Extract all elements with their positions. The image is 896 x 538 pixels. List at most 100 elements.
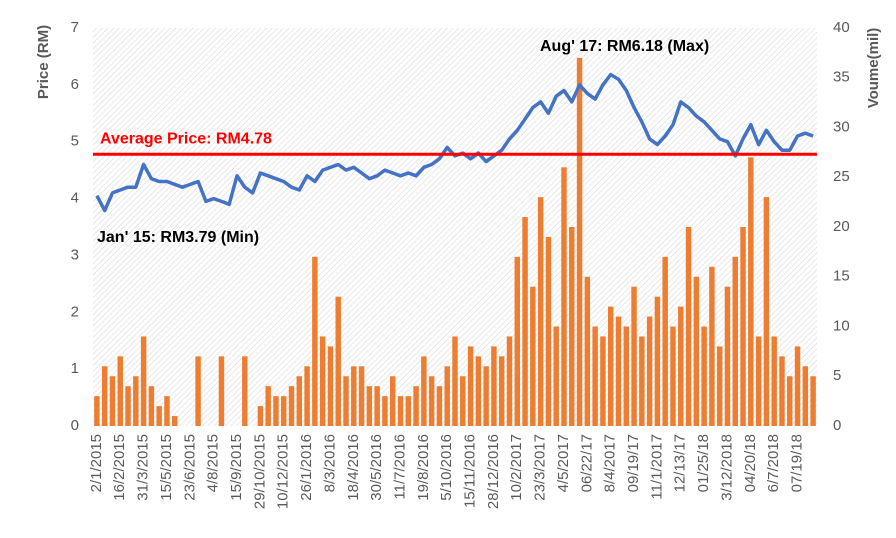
x-tick-label: 31/3/2015 — [135, 434, 152, 501]
y2-tick-label: 0 — [833, 417, 841, 434]
bar — [296, 376, 303, 426]
y-tick-label: 0 — [71, 417, 79, 434]
x-tick-label: 07/19/18 — [789, 434, 806, 492]
bar — [460, 376, 466, 426]
bar — [779, 356, 785, 426]
bar — [195, 356, 201, 426]
x-tick-label: 01/25/18 — [695, 434, 712, 492]
x-tick-label: 5/10/2016 — [438, 434, 455, 501]
bar — [421, 356, 427, 426]
bar — [576, 57, 583, 426]
x-tick-label: 6/7/2018 — [765, 434, 782, 492]
x-tick-label: 12/13/17 — [672, 434, 689, 492]
y2-axis-title: Voume(mil) — [865, 28, 882, 109]
bar — [491, 346, 497, 426]
x-tick-label: 11/1/2017 — [648, 434, 665, 500]
bar — [125, 386, 131, 426]
x-tick-label: 26/1/2016 — [298, 434, 315, 501]
bar — [351, 366, 357, 426]
bar — [732, 256, 738, 426]
bar — [366, 386, 373, 426]
bar — [584, 276, 591, 426]
x-tick-label: 15/11/2016 — [462, 434, 479, 508]
bar — [281, 396, 287, 426]
y2-tick-label: 5 — [833, 367, 841, 384]
y-tick-label: 3 — [71, 246, 79, 263]
bar — [452, 336, 458, 426]
bar — [748, 157, 754, 426]
bar — [802, 366, 809, 426]
y-tick-label: 2 — [71, 303, 79, 320]
x-tick-label: 23/6/2015 — [181, 434, 198, 501]
x-tick-label: 10/2/2017 — [508, 434, 525, 501]
x-tick-label: 18/4/2016 — [345, 434, 362, 501]
y2-tick-label: 15 — [833, 268, 850, 285]
bar — [257, 406, 264, 426]
x-tick-label: 4/8/2015 — [205, 434, 222, 492]
bar — [312, 256, 318, 426]
x-tick-label: 11/7/2016 — [391, 434, 408, 500]
bar — [109, 376, 116, 426]
average-label: Average Price: RM4.78 — [100, 130, 272, 147]
bar — [537, 197, 544, 426]
y2-tick-label: 20 — [833, 218, 850, 235]
bar — [498, 356, 505, 426]
bar — [600, 336, 606, 426]
bar — [701, 326, 707, 426]
bar — [343, 376, 349, 426]
bar — [716, 346, 723, 426]
bar — [654, 296, 661, 426]
x-tick-label: 19/8/2016 — [415, 434, 432, 501]
bar — [545, 236, 552, 426]
bar — [335, 296, 341, 426]
y2-tick-label: 35 — [833, 69, 850, 86]
y-tick-label: 1 — [71, 360, 79, 377]
bar — [304, 366, 310, 426]
bar — [467, 346, 474, 426]
bar — [389, 376, 396, 426]
y-tick-label: 5 — [71, 133, 79, 150]
bar — [685, 227, 692, 426]
bar — [374, 386, 380, 426]
bar — [413, 386, 419, 426]
bar — [117, 356, 123, 426]
y2-tick-label: 30 — [833, 118, 850, 135]
bar — [140, 336, 147, 426]
bar — [569, 227, 575, 426]
bar — [794, 346, 801, 426]
bar — [709, 266, 715, 426]
y2-tick-label: 10 — [833, 317, 850, 334]
bar — [506, 336, 513, 426]
price-line — [95, 72, 814, 213]
y-axis-title: Price (RM) — [35, 25, 52, 99]
y-tick-label: 4 — [71, 190, 79, 207]
bar — [724, 286, 731, 426]
bar — [133, 376, 139, 426]
bar — [810, 376, 816, 426]
bar — [771, 336, 777, 426]
x-tick-label: 3/12/2018 — [718, 434, 735, 501]
x-tick-label: 15/9/2015 — [228, 434, 245, 501]
bar — [405, 396, 412, 426]
y2-tick-label: 25 — [833, 168, 850, 185]
bar — [319, 336, 326, 426]
x-tick-label: 8/3/2016 — [321, 434, 338, 492]
bar — [631, 286, 637, 426]
bar — [475, 356, 482, 426]
bar — [678, 306, 684, 426]
bar — [428, 376, 435, 426]
bar — [358, 366, 365, 426]
x-tick-label: 16/2/2015 — [111, 434, 128, 501]
bar — [397, 396, 404, 426]
bar — [514, 256, 521, 426]
bar — [607, 306, 614, 426]
y2-tick-label: 40 — [833, 19, 850, 36]
bar — [101, 366, 108, 426]
bar — [561, 167, 567, 427]
x-tick-label: 09/19/17 — [625, 434, 642, 492]
bar — [522, 217, 528, 426]
x-tick-label: 06/22/17 — [578, 434, 595, 492]
x-tick-label: 15/5/2015 — [158, 434, 175, 501]
bar — [172, 416, 178, 426]
